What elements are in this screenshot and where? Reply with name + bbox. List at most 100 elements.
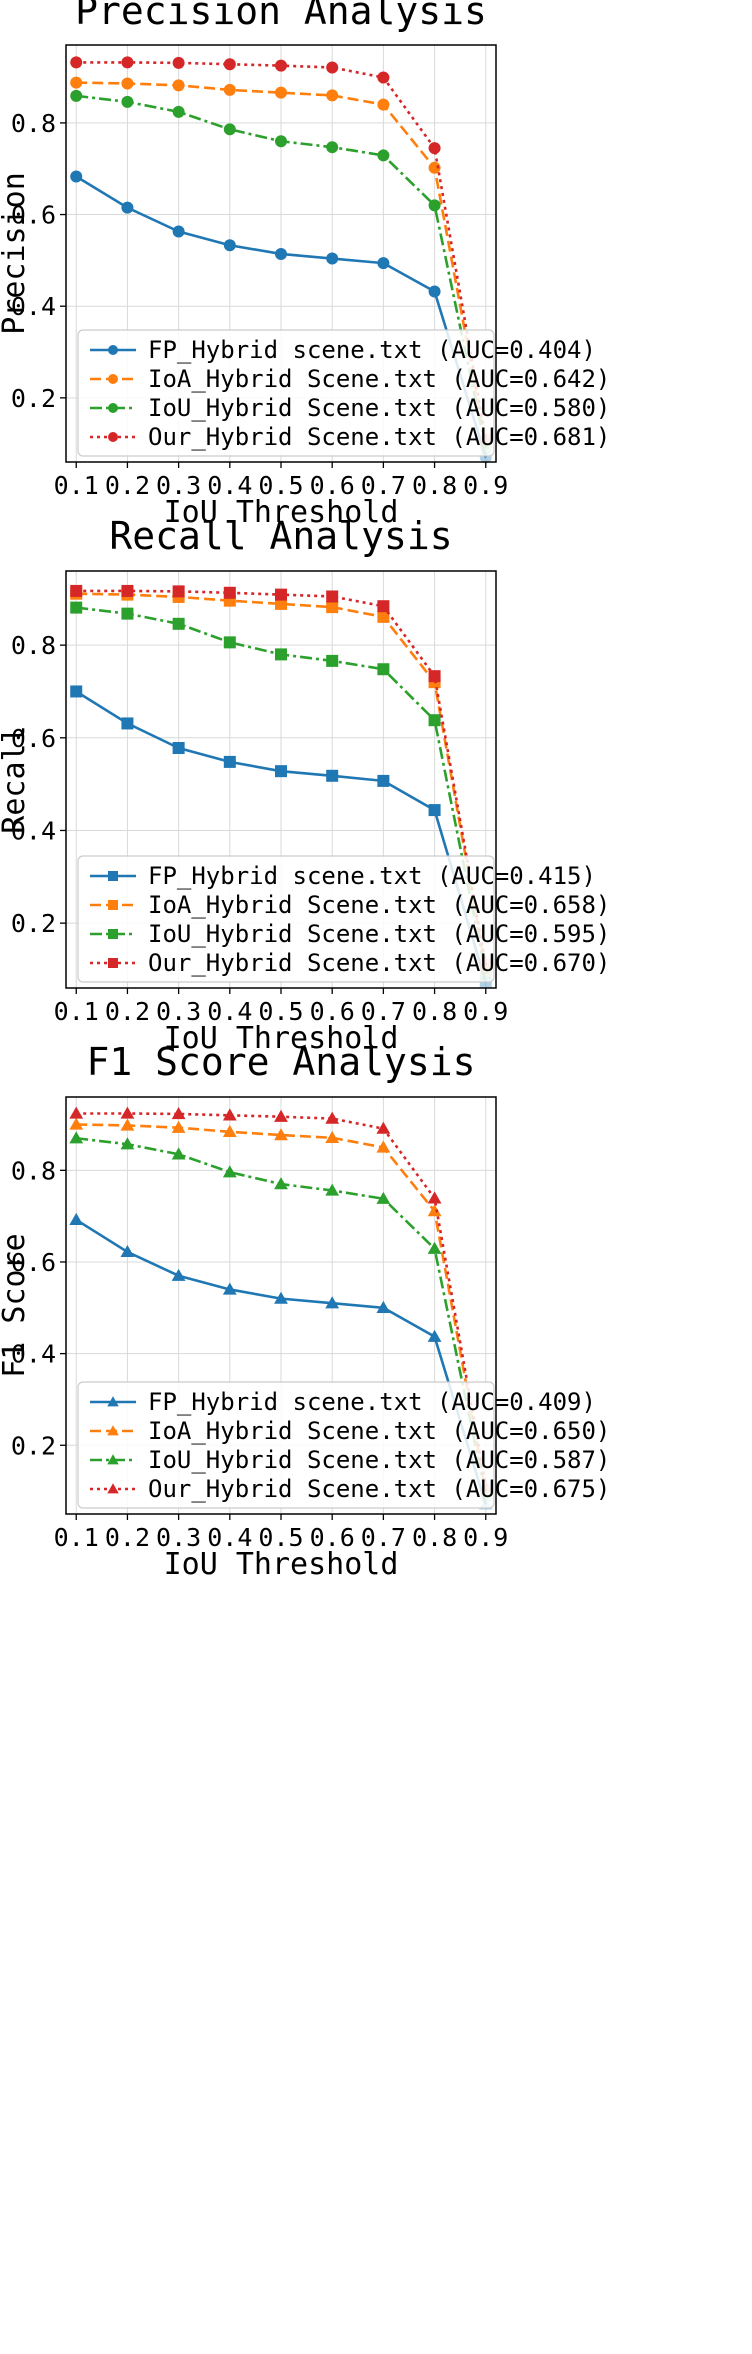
data-point: [275, 588, 287, 601]
y-tick-label: 0.2: [11, 1431, 56, 1460]
data-point: [172, 617, 185, 630]
legend-label-1: FP_Hybrid scene.txt (AUC=0.409): [148, 1388, 596, 1416]
x-tick-label: 0.1: [54, 1523, 99, 1552]
data-point: [172, 105, 185, 118]
data-point: [222, 1124, 237, 1138]
data-point: [274, 1177, 288, 1190]
data-point: [326, 252, 339, 265]
series-line-2: [76, 1123, 488, 1492]
data-point: [377, 774, 390, 787]
legend: FP_Hybrid scene.txt (AUC=0.415)IoA_Hybri…: [77, 855, 610, 983]
data-point: [377, 600, 390, 613]
y-tick-label: 0.2: [11, 909, 56, 938]
y-tick-label: 0.6: [11, 724, 56, 753]
x-tick-label: 0.1: [54, 471, 99, 500]
y-tick-label: 0.6: [11, 201, 56, 230]
data-point: [275, 597, 287, 610]
data-point: [376, 1140, 391, 1153]
x-axis-label: IoU Threshold: [164, 1547, 399, 1582]
legend-label-4: Our_Hybrid Scene.txt (AUC=0.670): [148, 949, 610, 977]
data-point: [427, 1191, 442, 1204]
data-point: [70, 76, 83, 89]
data-point: [428, 199, 441, 212]
data-point: [70, 56, 83, 69]
data-point: [172, 79, 185, 92]
data-point: [428, 804, 441, 817]
legend-label-3: IoU_Hybrid Scene.txt (AUC=0.595): [148, 920, 610, 948]
data-point: [120, 1118, 135, 1131]
data-point: [326, 61, 339, 74]
data-point: [172, 741, 185, 754]
legend-box: [77, 329, 495, 457]
data-point: [275, 648, 287, 661]
y-axis-label: F1 Score: [0, 1233, 32, 1378]
data-point: [223, 123, 236, 136]
data-point: [325, 1183, 340, 1196]
series-line-2: [76, 592, 488, 970]
x-tick-label: 0.4: [207, 1523, 252, 1552]
legend: FP_Hybrid scene.txt (AUC=0.409)IoA_Hybri…: [77, 1381, 610, 1509]
x-tick-label: 0.5: [258, 471, 303, 500]
data-point: [427, 1204, 442, 1217]
x-tick-label: 0.2: [105, 471, 150, 500]
y-tick-label: 0.8: [11, 109, 56, 138]
data-point: [121, 77, 134, 90]
x-tick-label: 0.8: [412, 471, 457, 500]
data-point: [376, 1121, 391, 1134]
x-axis-label: IoU Threshold: [164, 1021, 399, 1056]
legend-marker-3: [108, 929, 118, 939]
data-point: [121, 607, 134, 620]
x-tick-label: 0.2: [105, 1523, 150, 1552]
legend-marker-1: [108, 871, 118, 881]
legend-marker-1: [107, 1396, 119, 1407]
y-axis-label: Precision: [0, 172, 32, 335]
legend-marker-3: [107, 1454, 119, 1465]
data-point: [70, 601, 83, 614]
data-point: [428, 142, 441, 155]
data-point: [121, 717, 134, 730]
data-point: [70, 89, 83, 102]
data-point: [69, 1131, 84, 1144]
data-point: [223, 58, 236, 71]
data-point: [70, 685, 83, 698]
legend-marker-3: [108, 403, 118, 413]
x-tick-label: 0.9: [463, 471, 508, 500]
legend-label-3: IoU_Hybrid Scene.txt (AUC=0.587): [148, 1446, 610, 1474]
data-point: [222, 1282, 237, 1295]
x-axis-label: IoU Threshold: [164, 495, 399, 530]
data-point: [69, 1106, 84, 1119]
data-point: [121, 584, 134, 597]
y-tick-label: 0.4: [11, 292, 56, 321]
data-point: [121, 201, 134, 214]
x-tick-label: 0.4: [207, 997, 252, 1026]
data-point: [223, 586, 236, 599]
x-tick-label: 0.7: [361, 1523, 406, 1552]
data-point: [377, 663, 390, 676]
data-point: [275, 765, 287, 778]
legend-marker-4: [107, 1483, 119, 1494]
data-point: [326, 769, 339, 782]
data-point: [120, 1137, 135, 1150]
data-point: [427, 1241, 442, 1254]
data-point: [172, 585, 185, 598]
y-tick-label: 0.4: [11, 1340, 56, 1369]
data-point: [121, 56, 134, 69]
data-point: [222, 1165, 237, 1178]
data-point: [171, 1120, 186, 1133]
data-point: [376, 1191, 391, 1204]
x-tick-label: 0.1: [54, 997, 99, 1026]
legend-box: [77, 1381, 495, 1509]
x-tick-label: 0.5: [258, 1523, 303, 1552]
y-tick-label: 0.8: [11, 631, 56, 660]
x-tick-label: 0.4: [207, 471, 252, 500]
x-tick-label: 0.3: [156, 997, 201, 1026]
y-tick-label: 0.2: [11, 384, 56, 413]
data-point: [275, 86, 287, 99]
chart-title: Precision Analysis: [75, 0, 487, 33]
x-tick-label: 0.9: [463, 997, 508, 1026]
x-tick-label: 0.3: [156, 1523, 201, 1552]
data-point: [171, 1268, 186, 1281]
data-point: [326, 89, 339, 102]
